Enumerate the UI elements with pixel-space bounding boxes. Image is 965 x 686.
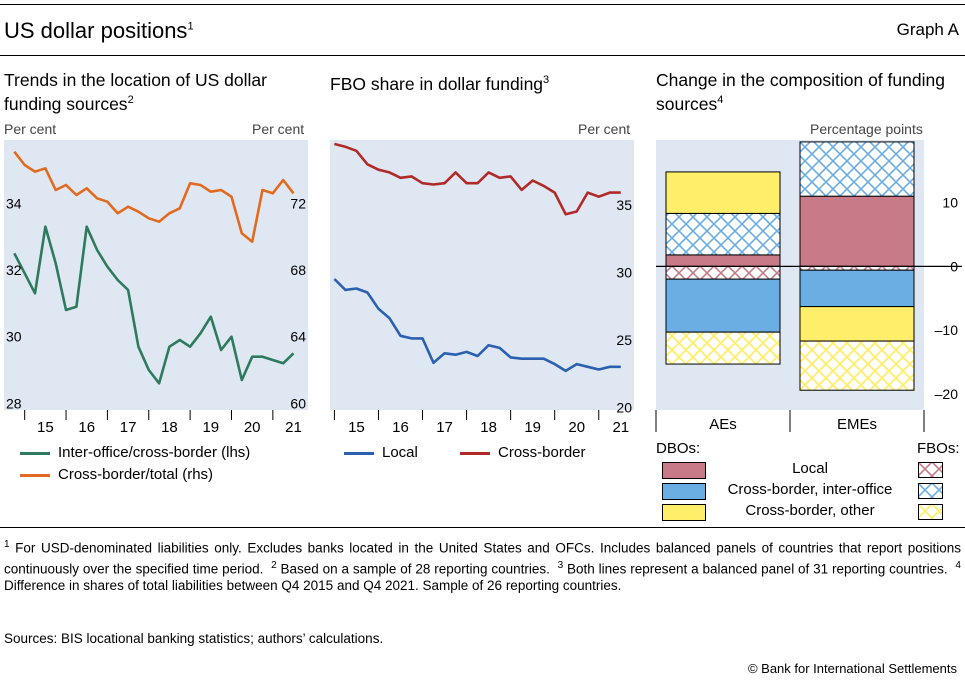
legend3-dbo-io-swatch bbox=[662, 483, 706, 500]
bar-segment-aes bbox=[665, 254, 781, 267]
legend3-fbos-label: FBOs: bbox=[917, 440, 960, 457]
legend1-item-1: Inter-office/cross-border (lhs) bbox=[20, 444, 250, 461]
panel3-ytick: –10 bbox=[935, 322, 959, 338]
panel1-xtick-label: 17 bbox=[120, 419, 137, 436]
legend3-dbo-local-swatch bbox=[662, 462, 706, 479]
copyright: © Bank for International Settlements bbox=[747, 661, 957, 676]
panel1-ytick-right: 72 bbox=[290, 195, 306, 211]
panel2-xtick-label: 16 bbox=[392, 419, 409, 436]
panel2-xtick-label: 15 bbox=[348, 419, 365, 436]
panel2-xtick-label: 21 bbox=[612, 419, 629, 436]
panel2-xtick-label: 19 bbox=[524, 419, 541, 436]
panel1-title: Trends in the location of US dollar fund… bbox=[4, 70, 267, 114]
panel2-xtick-label: 20 bbox=[568, 419, 585, 436]
legend3-fbo-other-swatch bbox=[918, 504, 943, 520]
panel2-ytick: 30 bbox=[616, 264, 632, 280]
panel3-ytick: 10 bbox=[942, 195, 958, 211]
panel1-xtick-label: 18 bbox=[161, 419, 178, 436]
panel1-xtick-label: 19 bbox=[202, 419, 219, 436]
panel1-xtick-label: 21 bbox=[285, 419, 302, 436]
legend2-item-crossborder: Cross-border bbox=[460, 444, 586, 461]
bar-segment-aes bbox=[665, 331, 781, 365]
panel1-right-unit: Per cent bbox=[252, 121, 305, 137]
bar-segment-emes bbox=[799, 306, 915, 342]
legend-blue-line-swatch bbox=[344, 451, 374, 455]
panel2-xtick-label: 17 bbox=[436, 419, 453, 436]
legend3-dbos-label: DBOs: bbox=[656, 440, 701, 457]
bar-segment-emes bbox=[799, 340, 915, 391]
panel2-xtick-label: 18 bbox=[480, 419, 497, 436]
legend3-fbo-io-swatch bbox=[918, 483, 943, 499]
panel1-ytick-left: 34 bbox=[6, 195, 22, 211]
legend-red-line-swatch bbox=[460, 451, 490, 455]
bar-segment-emes bbox=[799, 195, 915, 267]
legend-green-line-swatch bbox=[20, 451, 50, 455]
page-title: US dollar positions1 bbox=[4, 18, 194, 43]
series-line-cross-border-total bbox=[13, 150, 295, 243]
panel1-xtick-label: 16 bbox=[78, 419, 95, 436]
legend3-row-local: Local bbox=[792, 460, 828, 477]
footnotes: 1 For USD-denominated liabilities only. … bbox=[4, 539, 961, 593]
panel3-title: Change in the composition of funding sou… bbox=[656, 70, 945, 114]
legend2-item-local: Local bbox=[344, 444, 418, 461]
bar-segment-aes bbox=[665, 212, 781, 256]
legend3-fbo-local-swatch bbox=[918, 462, 943, 478]
panel1-ytick-left: 32 bbox=[6, 262, 22, 278]
sources: Sources: BIS locational banking statisti… bbox=[4, 631, 384, 646]
series-line-inter-office bbox=[13, 225, 295, 385]
charts-svg: 28 30 32 34 60 64 68 72 15 16 17 18 19 20 21 20 25 30 35 1… bbox=[4, 140, 962, 436]
top-rule bbox=[0, 4, 965, 5]
panel2-ytick: 25 bbox=[616, 332, 632, 348]
panel3-ytick: 0 bbox=[950, 258, 958, 274]
legend3-dbo-other-swatch bbox=[662, 504, 706, 521]
bar-segment-emes bbox=[799, 269, 915, 308]
panel1-ytick-right: 64 bbox=[290, 329, 306, 345]
panel3-ytick: –20 bbox=[935, 386, 959, 402]
series-line-cross-border bbox=[334, 142, 621, 216]
bar-segment-aes bbox=[665, 278, 781, 333]
bar-segment-aes bbox=[665, 265, 781, 280]
panel2-ytick: 20 bbox=[616, 399, 632, 415]
panel3-category-label: AEs bbox=[709, 416, 737, 433]
legend-orange-line-swatch bbox=[20, 473, 50, 477]
graph-label: Graph A bbox=[896, 20, 959, 39]
panel1-ytick-left: 30 bbox=[6, 329, 22, 345]
legend3-row-other: Cross-border, other bbox=[745, 502, 875, 519]
panel2-ytick: 35 bbox=[616, 197, 632, 213]
panel3-category-label: EMEs bbox=[837, 416, 877, 433]
panel1-ytick-right: 60 bbox=[290, 395, 306, 411]
panel1-left-unit: Per cent bbox=[4, 121, 57, 137]
bar-segment-emes bbox=[799, 141, 915, 197]
legend3-row-io: Cross-border, inter-office bbox=[727, 481, 893, 498]
panel2-title: FBO share in dollar funding3 bbox=[330, 73, 550, 94]
panel1-bg bbox=[4, 140, 308, 410]
title-rule bbox=[0, 55, 965, 56]
bar-segment-aes bbox=[665, 171, 781, 214]
series-line-local bbox=[333, 278, 621, 373]
panel1-ytick-right: 68 bbox=[290, 262, 306, 278]
notes-rule bbox=[0, 527, 965, 528]
panel3-unit: Percentage points bbox=[810, 121, 923, 137]
legend1-item-2: Cross-border/total (rhs) bbox=[20, 466, 213, 483]
panel1-ytick-left: 28 bbox=[6, 395, 22, 411]
panel1-xtick-label: 15 bbox=[37, 419, 54, 436]
panel1-xtick-label: 20 bbox=[244, 419, 261, 436]
panel2-unit: Per cent bbox=[578, 121, 631, 137]
